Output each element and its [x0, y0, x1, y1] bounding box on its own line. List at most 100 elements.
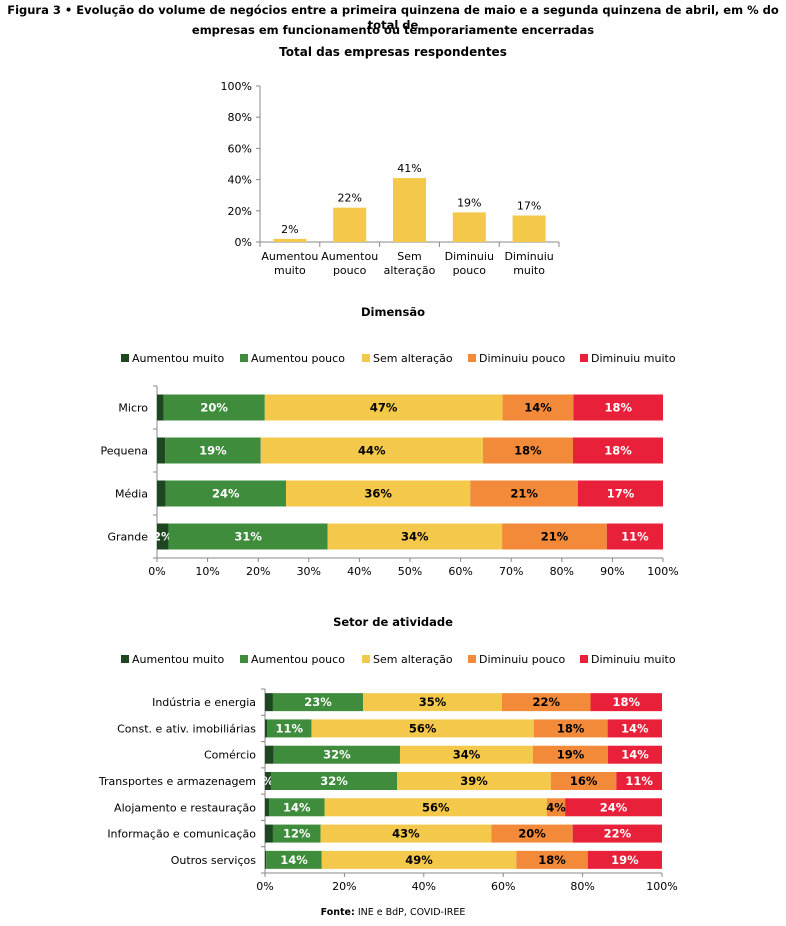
chart3-segment-sem-alteracao [363, 693, 503, 712]
figure-title-line2: empresas em funcionamento ou temporariam… [191, 23, 595, 37]
chart3-x-tick-label: 60% [491, 880, 515, 893]
chart3-segment-diminuiu-pouco [533, 719, 608, 738]
chart2-segment-label: 20% [200, 401, 228, 415]
chart2-x-tick-label: 40% [347, 565, 371, 578]
chart3-segment-sem-alteracao [399, 745, 533, 764]
chart3-x-tick-label: 0% [256, 880, 273, 893]
chart2-legend-swatch-diminuiu-pouco [468, 354, 476, 362]
chart3-segment-label: 32% [323, 748, 351, 762]
chart3-segment-sem-alteracao [311, 719, 534, 738]
chart2-segment-sem-alteracao [286, 480, 471, 507]
chart2-legend-label-diminuiu-pouco: Diminuiu pouco [479, 352, 565, 365]
chart3-legend-swatch-diminuiu-pouco [468, 655, 476, 663]
chart2-segment-label: 14% [524, 401, 552, 415]
chart3-segment-diminuiu-muito [565, 798, 662, 817]
chart3-segment-label: 18% [613, 695, 641, 709]
chart1-data-label: 22% [337, 192, 361, 205]
chart3-segment-aumentou-pouco [266, 850, 322, 869]
chart3-segment-aumentou-muito [265, 824, 273, 843]
chart2-segment-aumentou-muito [157, 523, 169, 550]
chart1-category-label: alteração [384, 264, 436, 277]
chart2-legend-swatch-diminuiu-muito [580, 354, 588, 362]
chart2-category-label: Pequena [101, 445, 148, 458]
chart3-legend-label-diminuiu-pouco: Diminuiu pouco [479, 653, 565, 666]
chart3-legend-label-aumentou-muito: Aumentou muito [132, 653, 225, 666]
chart1-bar [333, 207, 367, 242]
chart1-category-label: Aumentou [321, 250, 378, 263]
chart3-segment-label: 35% [419, 695, 447, 709]
chart2-segment-diminuiu-muito [577, 480, 663, 507]
chart2-x-tick-label: 90% [600, 565, 624, 578]
chart2-segment-aumentou-pouco [165, 480, 287, 507]
chart3-legend-swatch-aumentou-pouco [240, 655, 248, 663]
chart2-x-tick-label: 10% [195, 565, 219, 578]
chart3-segment-label: 20% [518, 827, 546, 841]
chart3-segment-aumentou-muito [265, 850, 267, 869]
chart1-bar [393, 178, 426, 242]
chart2-legend-swatch-aumentou-pouco [240, 354, 248, 362]
chart3-segment-label: 56% [422, 800, 450, 814]
chart1-y-tick-label: 40% [228, 174, 252, 187]
chart3-title: Setor de atividade [333, 615, 453, 629]
chart2-segment-label: 21% [510, 487, 538, 501]
chart3-segment-diminuiu-pouco [550, 772, 617, 790]
chart2-segment-label: 36% [364, 487, 392, 501]
chart3-segment-aumentou-muito [265, 772, 271, 790]
source-note: Fonte: INE e BdP, COVID-IREE [0, 907, 786, 918]
chart3-segment-diminuiu-muito [572, 824, 662, 843]
chart2-x-tick-label: 60% [448, 565, 472, 578]
chart3-segment-aumentou-muito [265, 693, 273, 712]
chart1-bar [512, 215, 546, 242]
chart2-x-tick-label: 20% [246, 565, 270, 578]
chart2-segment-sem-alteracao [264, 394, 503, 421]
figure-title-line1: Figura 3 • Evolução do volume de negócio… [7, 3, 779, 32]
chart3-segment-diminuiu-pouco [532, 745, 609, 764]
chart2-segment-label: 34% [401, 530, 429, 544]
chart1-bar [452, 212, 486, 242]
chart2-segment-aumentou-muito [157, 394, 164, 421]
chart2-category-label: Grande [107, 531, 148, 544]
chart3-category-label: Comércio [204, 749, 256, 762]
chart3-legend-swatch-diminuiu-muito [580, 655, 588, 663]
chart2-segment-label: 21% [541, 530, 569, 544]
chart3-segment-aumentou-pouco [270, 772, 398, 790]
chart2-segment-aumentou-pouco [165, 437, 261, 464]
chart3-segment-label: 19% [557, 748, 585, 762]
chart3-segment-label: 12% [283, 827, 311, 841]
chart3-x-tick-label: 80% [570, 880, 594, 893]
chart1-title: Total das empresas respondentes [279, 45, 507, 59]
chart3-segment-sem-alteracao [397, 772, 551, 790]
chart3-segment-diminuiu-pouco [491, 824, 573, 843]
chart2-segment-label: 18% [514, 444, 542, 458]
chart3-segment-label: 49% [405, 853, 433, 867]
chart3-segment-diminuiu-muito [608, 745, 662, 764]
chart2-x-tick-label: 0% [148, 565, 165, 578]
chart3-segment-label: 32% [320, 774, 348, 788]
chart3-segment-label: 23% [304, 695, 332, 709]
chart3-segment-label: 16% [570, 774, 598, 788]
chart1-data-label: 41% [397, 162, 421, 175]
chart2-segment-label: 44% [358, 444, 386, 458]
chart2-segment-aumentou-muito [157, 480, 166, 507]
chart3-category-label: Outros serviços [171, 854, 257, 867]
chart2-segment-label: 11% [621, 530, 649, 544]
chart2-segment-label: 31% [234, 530, 262, 544]
chart3-category-label: Indústria e energia [152, 696, 256, 709]
chart1-data-label: 2% [281, 223, 298, 236]
chart2-segment-sem-alteracao [327, 523, 503, 550]
source-text: INE e BdP, COVID-IREE [357, 907, 466, 918]
chart1-data-label: 19% [457, 196, 481, 209]
chart2-x-tick-label: 100% [647, 565, 678, 578]
chart2-category-label: Média [115, 488, 148, 501]
chart3-segment-aumentou-muito [265, 798, 269, 817]
chart3-segment-aumentou-pouco [273, 745, 400, 764]
chart3-category-label: Transportes e armazenagem [98, 775, 256, 788]
chart1-bar [273, 238, 307, 242]
chart3-segment-label: 34% [453, 748, 481, 762]
chart1-y-tick-label: 80% [228, 111, 252, 124]
chart3-segment-label: 24% [600, 800, 628, 814]
chart2-segment-label: 18% [604, 444, 632, 458]
chart2-segment-diminuiu-muito [572, 437, 663, 464]
chart3-segment-label: 18% [557, 721, 585, 735]
